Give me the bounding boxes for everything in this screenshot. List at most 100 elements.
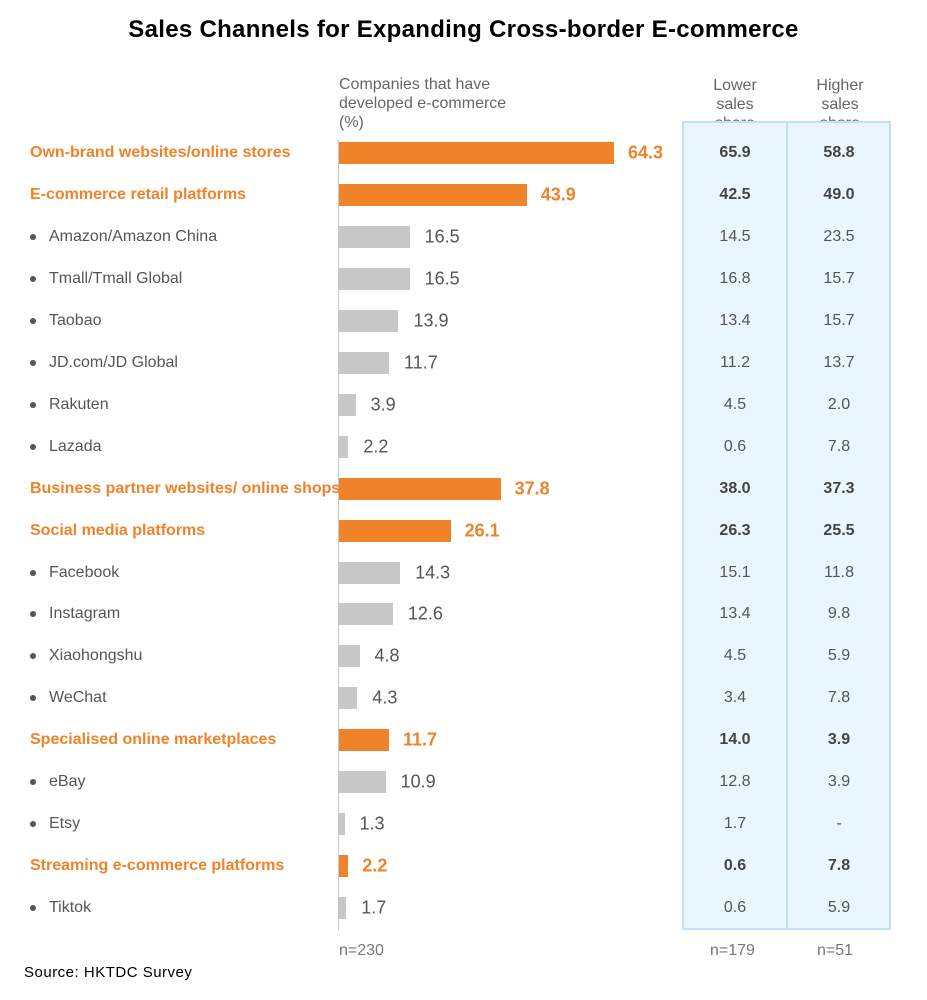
higher-share-value: 5.9 (827, 647, 851, 665)
row-label: Rakuten (49, 395, 109, 413)
higher-share-value: - (836, 815, 842, 833)
bar-value: 26.1 (464, 520, 500, 541)
bar (339, 645, 360, 668)
bar (339, 897, 347, 920)
bar (339, 183, 527, 206)
lower-share-value: 13.4 (719, 605, 751, 623)
bullet-icon (30, 317, 36, 324)
lower-share-value: 12.8 (719, 773, 751, 791)
higher-share-value: 15.7 (823, 311, 855, 329)
bar-axis-line (338, 140, 339, 930)
lower-share-value: 11.2 (720, 353, 750, 371)
lower-share-value: 16.8 (719, 269, 751, 287)
bar (339, 351, 390, 374)
lower-share-value: 0.6 (723, 857, 747, 875)
row-label: Taobao (49, 311, 102, 329)
row-label: Tmall/Tmall Global (49, 269, 183, 287)
higher-share-value: 13.7 (823, 353, 855, 371)
bar-value: 3.9 (370, 394, 396, 415)
bullet-icon (30, 653, 36, 660)
bullet-icon (30, 905, 36, 912)
lower-share-value: 4.5 (723, 647, 747, 665)
bar-value: 14.3 (415, 562, 451, 582)
higher-share-value: 5.9 (827, 899, 851, 917)
lower-share-value: 4.5 (723, 395, 747, 413)
n-lower: n=179 (710, 942, 755, 959)
bar (339, 729, 390, 752)
row-label: Own-brand websites/online stores (30, 144, 291, 161)
higher-share-value: 7.8 (827, 689, 851, 707)
bullet-icon (30, 695, 36, 702)
bar (339, 393, 356, 416)
row-label: Xiaohongshu (49, 647, 143, 665)
bar-value: 11.7 (404, 352, 438, 373)
source-note: Source: HKTDC Survey (24, 964, 193, 981)
higher-share-value: 23.5 (823, 227, 855, 245)
higher-share-value: 7.8 (827, 437, 851, 455)
lower-share-value: 14.5 (719, 227, 751, 245)
row-label: Tiktok (49, 899, 92, 917)
lower-share-value: 42.5 (719, 185, 751, 203)
n-higher: n=51 (817, 942, 854, 959)
higher-share-value: 2.0 (827, 395, 851, 413)
higher-share-value: 58.8 (823, 144, 855, 161)
lower-share-value: 3.4 (723, 689, 747, 707)
bullet-icon (30, 611, 36, 618)
bar-value: 13.9 (413, 310, 449, 331)
bar (339, 687, 358, 710)
table-divider (786, 121, 788, 930)
bar-value: 1.7 (361, 897, 387, 918)
bar-value: 12.6 (407, 603, 443, 624)
bar (339, 813, 345, 836)
row-label: Amazon/Amazon China (49, 227, 218, 245)
bar (339, 771, 386, 794)
bar-column-header: Companies that have developed e-commerce… (339, 76, 507, 131)
bar (339, 561, 401, 584)
bar-value: 64.3 (628, 142, 664, 163)
higher-share-value: 9.8 (827, 605, 851, 623)
row-label: Etsy (49, 815, 81, 833)
higher-share-value: 37.3 (823, 479, 855, 497)
lower-share-value: 0.6 (723, 437, 747, 455)
chart-title: Sales Channels for Expanding Cross-borde… (128, 16, 799, 43)
bullet-icon (30, 779, 36, 786)
bullet-icon (30, 821, 36, 828)
row-label: Streaming e-commerce platforms (30, 857, 285, 875)
lower-share-value: 26.3 (719, 521, 751, 539)
bar (339, 435, 349, 458)
bar (339, 309, 399, 332)
bullet-icon (30, 359, 36, 366)
higher-share-value: 3.9 (827, 773, 851, 791)
bar-value: 16.5 (424, 226, 460, 247)
bar-value: 1.3 (359, 813, 385, 834)
lower-share-value: 65.9 (719, 144, 751, 161)
row-label: Social media platforms (30, 521, 206, 539)
lower-share-value: 15.1 (719, 563, 751, 581)
row-label: E-commerce retail platforms (30, 185, 247, 203)
higher-share-value: 3.9 (827, 731, 851, 749)
lower-share-value: 13.4 (719, 311, 751, 329)
bar-value: 16.5 (424, 268, 460, 289)
higher-share-value: 15.7 (823, 269, 855, 287)
bar-value: 2.2 (362, 855, 388, 876)
bullet-icon (30, 443, 36, 450)
bar (339, 267, 410, 290)
bar-value: 4.8 (374, 645, 400, 666)
bullet-icon (30, 401, 36, 408)
bullet-icon (30, 569, 36, 576)
bar (339, 142, 614, 164)
lower-share-value: 14.0 (719, 731, 751, 749)
higher-share-value: 49.0 (823, 185, 855, 203)
bullet-icon (30, 275, 36, 282)
bar-value: 37.8 (514, 478, 550, 499)
row-label: eBay (49, 773, 86, 791)
higher-share-value: 25.5 (823, 521, 855, 539)
lower-share-value: 38.0 (719, 479, 751, 497)
bar-value: 11.7 (403, 729, 438, 750)
bar (339, 519, 451, 542)
n-bars: n=230 (339, 942, 384, 959)
bar (339, 225, 410, 248)
higher-share-value: 11.8 (824, 563, 854, 581)
row-label: Lazada (49, 437, 102, 455)
